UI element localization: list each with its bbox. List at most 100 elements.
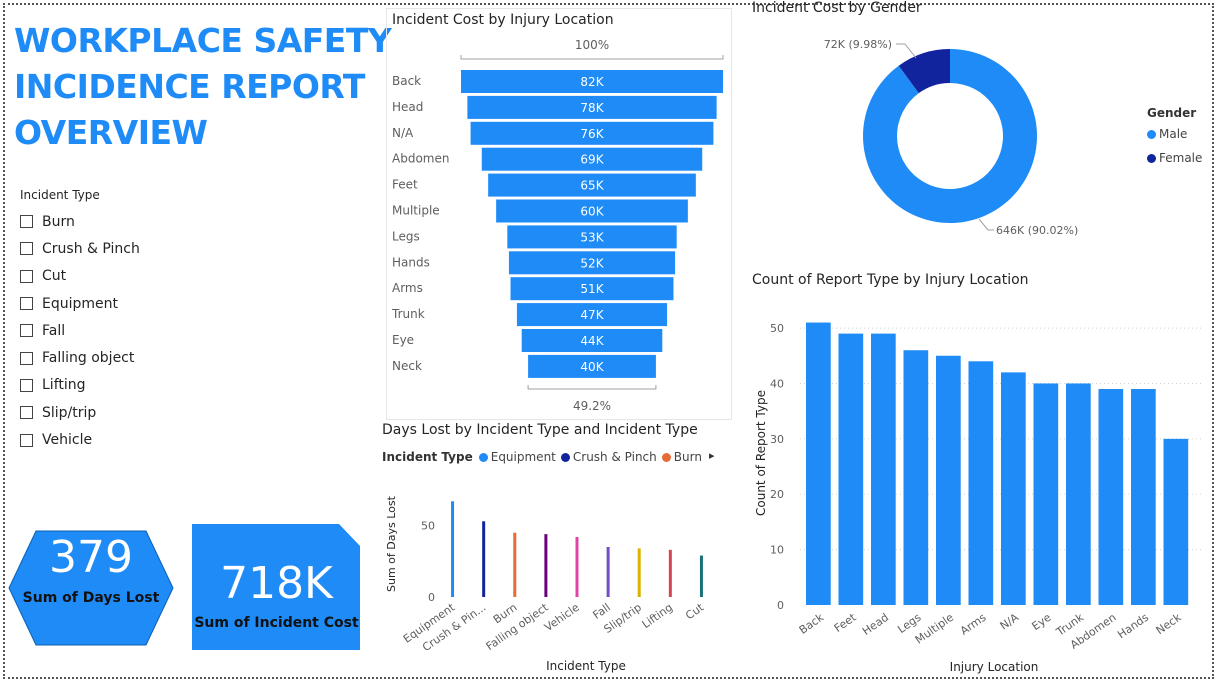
funnel-category-neck: Neck: [392, 359, 422, 373]
days-bar-burn: [513, 532, 517, 597]
count-bar-feet: [838, 333, 864, 605]
checkbox[interactable]: [20, 297, 33, 311]
count-bar-head: [871, 333, 896, 605]
slicer-item-label: Vehicle: [42, 432, 93, 449]
funnel-bar-hands: [508, 251, 676, 275]
checkbox[interactable]: [20, 324, 33, 338]
funnel-category-head: Head: [392, 100, 423, 114]
slicer-item-label: Falling object: [42, 350, 135, 367]
slicer-item-burn[interactable]: Burn: [20, 208, 220, 235]
checkbox[interactable]: [20, 269, 33, 283]
funnel-category-eye: Eye: [392, 333, 414, 347]
funnel-top-annotation: 100%: [575, 38, 609, 52]
report-title-line-1: WORKPLACE SAFETY: [14, 21, 392, 60]
count-bar-hands: [1131, 389, 1156, 605]
slicer-item-lifting[interactable]: Lifting: [20, 372, 220, 399]
funnel-category-feet: Feet: [392, 178, 418, 192]
funnel-data-label: 78K: [580, 101, 604, 115]
count-y-tick-label: 50: [770, 322, 784, 335]
legend-title: Incident Type: [382, 450, 473, 464]
slicer-item-label: Lifting: [42, 377, 86, 394]
funnel-data-label: 44K: [580, 334, 604, 348]
days-bar-lifting: [668, 549, 672, 597]
legend-dot: [478, 452, 488, 462]
legend-item-crush-pinch[interactable]: Crush & Pinch: [572, 450, 657, 464]
legend-item-burn[interactable]: Burn: [673, 450, 702, 464]
funnel-bar-eye: [521, 329, 663, 352]
days-bar-fall: [606, 547, 610, 597]
slicer-item-cut[interactable]: Cut: [20, 263, 220, 290]
count-x-tick-label: Feet: [832, 610, 859, 635]
slicer-item-slip-trip[interactable]: Slip/trip: [20, 399, 220, 426]
funnel-bar-arms: [510, 277, 674, 301]
slicer-item-label: Crush & Pinch: [42, 240, 140, 257]
count-bar-arms: [968, 361, 994, 605]
slicer-item-fall[interactable]: Fall: [20, 317, 220, 344]
count-bar-legs: [903, 350, 929, 605]
funnel-data-label: 47K: [580, 308, 604, 322]
days-bar-equipment: [451, 501, 455, 597]
count-y-tick-label: 0: [777, 599, 784, 612]
days-x-axis-title: Incident Type: [546, 659, 626, 673]
slicer-item-label: Fall: [42, 322, 66, 339]
checkbox[interactable]: [20, 215, 33, 229]
slicer-item-crush-pinch[interactable]: Crush & Pinch: [20, 235, 220, 262]
funnel-top-bracket: [460, 55, 724, 60]
funnel-bar-n-a: [470, 121, 714, 145]
legend-item-equipment[interactable]: Equipment: [490, 450, 556, 464]
checkbox[interactable]: [20, 433, 33, 447]
checkbox[interactable]: [20, 378, 33, 392]
funnel-bottom-annotation: 49.2%: [573, 399, 611, 413]
legend-dot: [1147, 129, 1156, 139]
report-count-panel[interactable]: Count of Report Type by Injury Location …: [748, 262, 1210, 680]
count-x-tick-label: Head: [860, 611, 891, 638]
days-bar-falling-object: [544, 534, 548, 597]
funnel-category-multiple: Multiple: [392, 204, 440, 218]
donut-title: Incident Cost by Gender: [752, 0, 922, 16]
days-bar-slip-trip: [637, 548, 641, 597]
funnel-panel[interactable]: Incident Cost by Injury Location 100% Bac…: [386, 8, 732, 420]
days-lost-legend: Incident Type Equipment Crush & Pinch Bu…: [382, 450, 702, 464]
donut-legend-male[interactable]: Male: [1147, 127, 1187, 141]
checkbox[interactable]: [20, 406, 33, 420]
checkbox[interactable]: [20, 351, 33, 365]
count-y-tick-label: 10: [770, 544, 784, 557]
slicer-item-equipment[interactable]: Equipment: [20, 290, 220, 317]
donut-panel[interactable]: Incident Cost by Gender 72K (9.98%) 646K …: [748, 0, 1208, 255]
funnel-data-label: 53K: [580, 230, 604, 244]
legend-dot: [1147, 153, 1156, 163]
report-title: WORKPLACE SAFETY INCIDENCE REPORT OVERVI…: [14, 18, 392, 156]
days-x-tick-label: Vehicle: [542, 601, 582, 634]
count-x-tick-label: Eye: [1030, 611, 1054, 633]
funnel-bar-trunk: [516, 303, 668, 327]
funnel-bar-legs: [507, 225, 677, 249]
funnel-data-label: 82K: [580, 75, 604, 89]
report-title-line-2: INCIDENCE REPORT: [14, 67, 365, 106]
count-x-tick-label: N/A: [998, 611, 1022, 633]
slicer-item-vehicle[interactable]: Vehicle: [20, 426, 220, 453]
funnel-bar-abdomen: [481, 147, 703, 171]
slicer-item-falling-object[interactable]: Falling object: [20, 344, 220, 371]
checkbox[interactable]: [20, 242, 33, 256]
days-lost-panel[interactable]: Days Lost by Incident Type and Incident …: [378, 420, 728, 682]
funnel-category-hands: Hands: [392, 255, 430, 269]
funnel-category-arms: Arms: [392, 281, 423, 295]
kpi-days-lost: 379 Sum of Days Lost: [8, 530, 174, 646]
legend-next-arrow-icon[interactable]: ▸: [709, 449, 715, 462]
donut-legend-female[interactable]: Female: [1147, 151, 1202, 165]
donut-label-male: 646K (90.02%): [996, 224, 1078, 237]
legend-dot: [661, 452, 671, 462]
days-bar-crush-pin: [482, 521, 486, 597]
funnel-bar-multiple: [496, 199, 688, 223]
funnel-data-label: 65K: [580, 179, 604, 193]
donut-slice-male: [863, 49, 1037, 223]
slicer-item-label: Equipment: [42, 295, 118, 312]
count-y-tick-label: 40: [770, 377, 784, 390]
kpi-hexagon-shape: [8, 530, 174, 646]
days-lost-title: Days Lost by Incident Type and Incident …: [382, 422, 698, 438]
count-bar-trunk: [1066, 383, 1091, 605]
slicer-header: Incident Type: [20, 188, 100, 202]
donut-leader-line-male: [978, 218, 994, 231]
